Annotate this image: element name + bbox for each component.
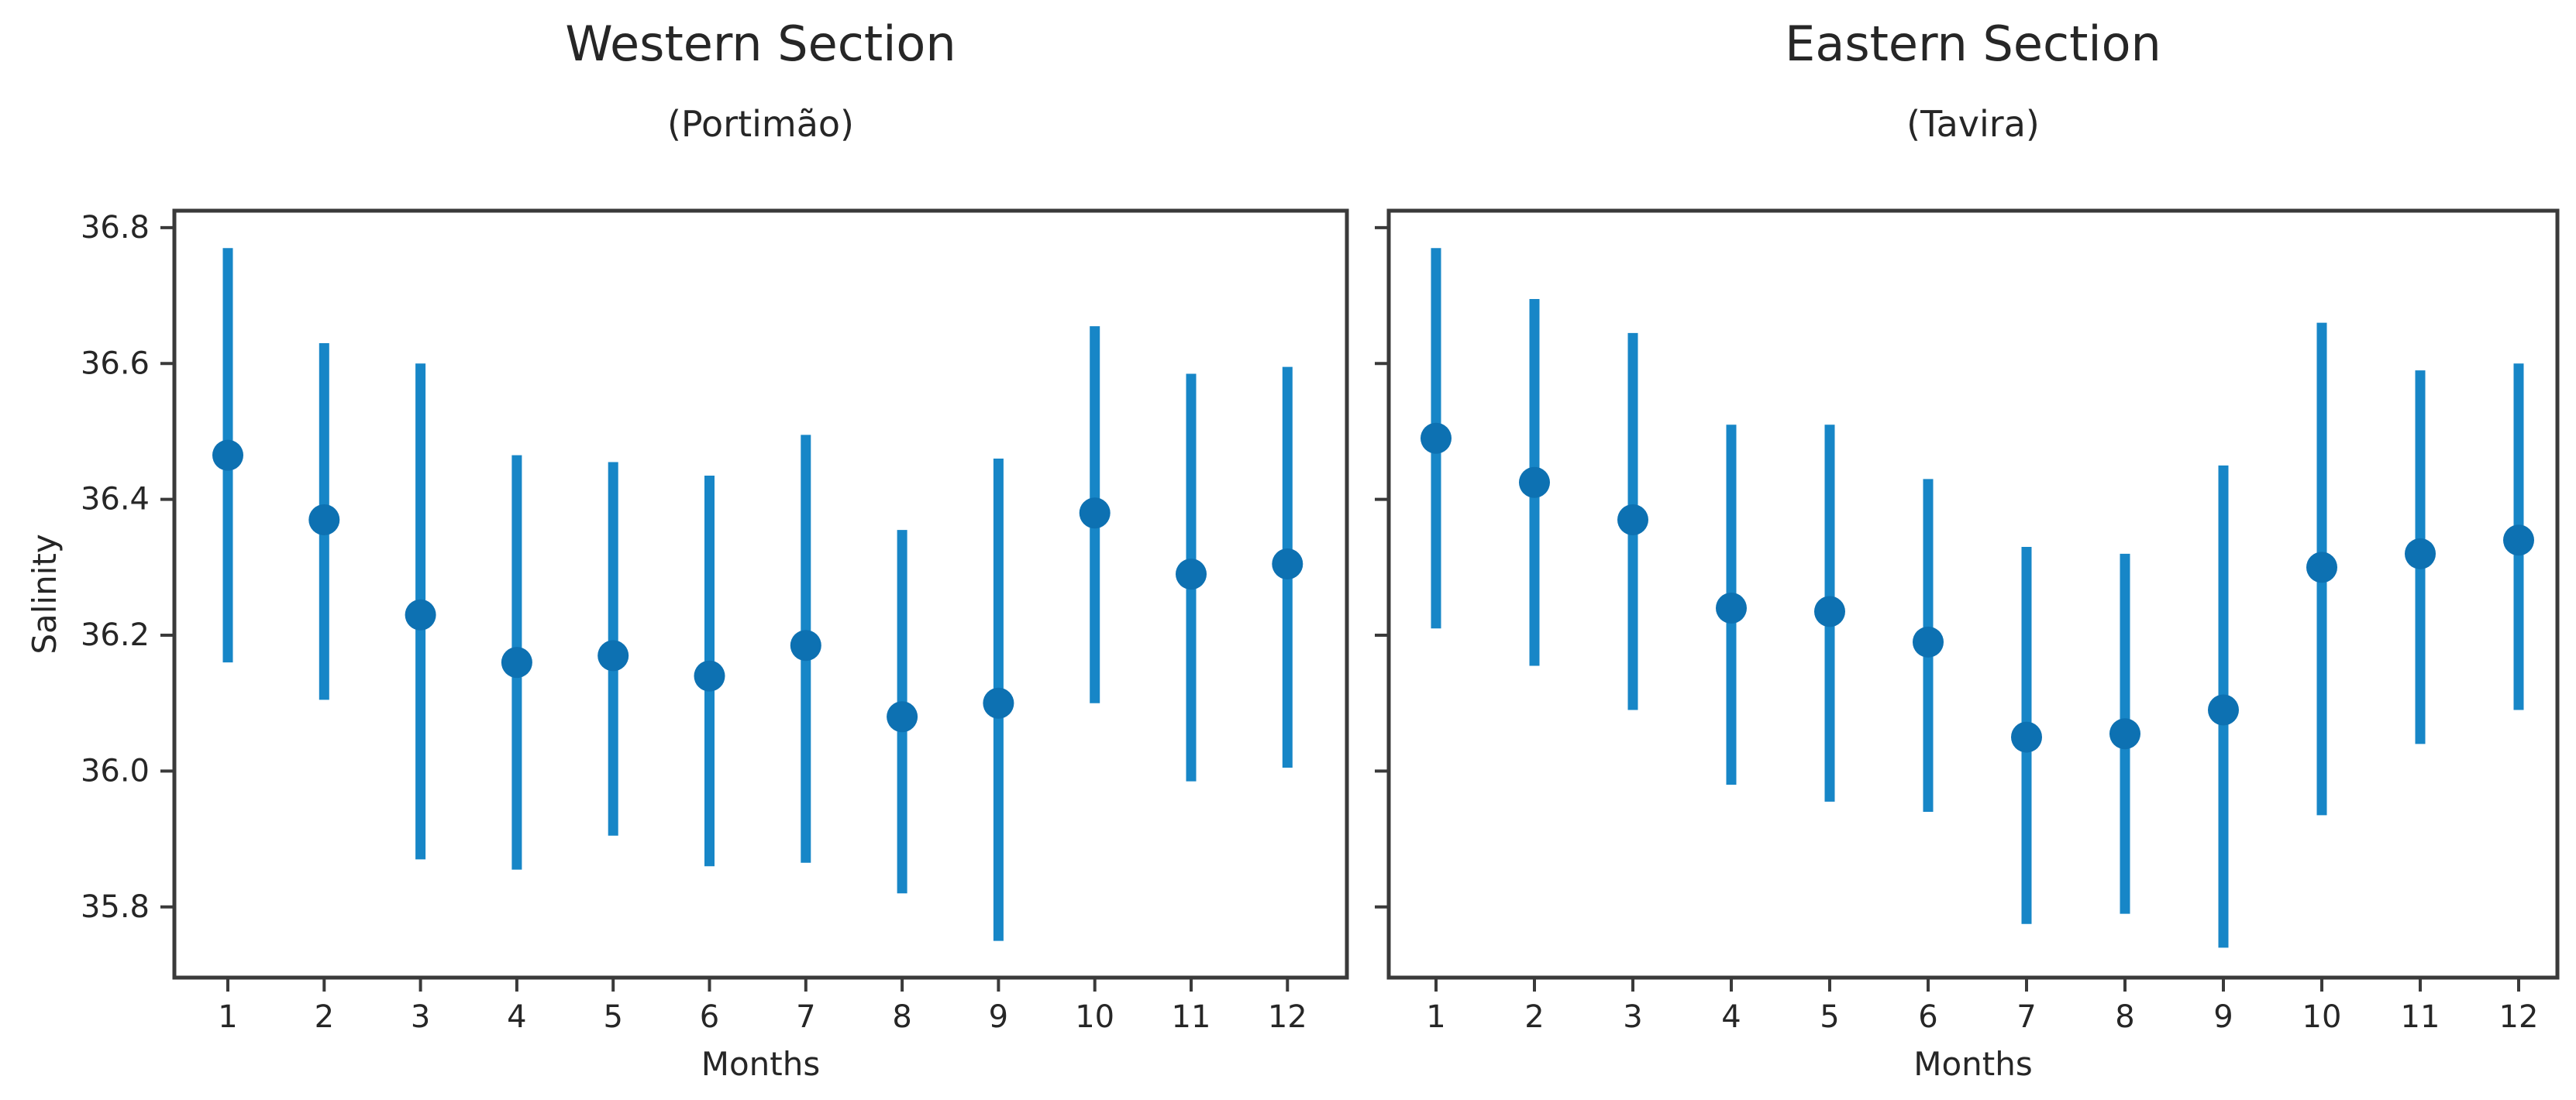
data-point-marker	[1716, 592, 1747, 624]
errorbar-month-3	[405, 363, 436, 860]
errorbar-month-7	[790, 435, 821, 863]
x-tick-label: 8	[2115, 999, 2134, 1035]
panel-title: Western Section	[565, 15, 956, 72]
data-point-marker	[598, 640, 629, 672]
data-point-marker	[1913, 626, 1944, 658]
x-axis-label: Months	[701, 1045, 821, 1083]
y-tick-label: 36.4	[81, 482, 150, 517]
panel-subtitle: (Portimão)	[667, 103, 854, 145]
errorbar-month-9	[2208, 465, 2239, 948]
data-point-marker	[790, 630, 821, 662]
errorbar-month-4	[501, 455, 532, 870]
plot-frame	[1386, 208, 2560, 980]
x-tick-label: 5	[1820, 999, 1839, 1035]
errorbar-month-1	[212, 248, 243, 663]
x-tick-label: 4	[507, 999, 526, 1035]
data-point-marker	[405, 599, 436, 631]
errorbar-month-12	[1272, 366, 1303, 768]
errorbar-month-8	[2109, 553, 2140, 914]
data-point-marker	[1617, 504, 1648, 535]
errorbar-month-2	[308, 342, 340, 700]
x-tick-label: 7	[2016, 999, 2036, 1035]
errorbar-month-10	[1079, 326, 1111, 703]
data-point-marker	[1814, 596, 1845, 627]
x-tick-label: 10	[2302, 999, 2342, 1035]
panel-west: Western Section (Portimão) 35.8 36.0 36.2 36.…	[26, 15, 1349, 1083]
x-tick-label: 9	[989, 999, 1008, 1035]
x-tick-label: 5	[603, 999, 622, 1035]
data-point-marker	[2208, 694, 2239, 726]
data-point-marker	[2109, 718, 2140, 750]
errorbar-month-1	[1421, 248, 1452, 629]
plot-frame	[172, 208, 1349, 980]
x-tick-label: 2	[315, 999, 334, 1035]
data-point-marker	[212, 439, 243, 471]
data-point-marker	[501, 647, 532, 679]
errorbar-month-6	[694, 475, 725, 867]
data-point-marker	[983, 687, 1014, 719]
errorbar-month-8	[887, 530, 918, 894]
x-axis-label: Months	[1913, 1045, 2033, 1083]
data-point-marker	[1176, 559, 1207, 590]
data-point-marker	[694, 660, 725, 692]
x-tick-label: 4	[1721, 999, 1741, 1035]
y-tick-label: 36.2	[81, 617, 150, 653]
y-tick-label: 36.6	[81, 345, 150, 381]
errorbar-month-12	[2503, 363, 2534, 710]
x-tick-label: 1	[218, 999, 237, 1035]
data-point-marker	[887, 701, 918, 733]
errorbar-month-9	[983, 459, 1014, 941]
data-point-marker	[2011, 721, 2042, 753]
x-tick-label: 8	[892, 999, 911, 1035]
data-point-marker	[1272, 548, 1303, 579]
x-tick-label: 2	[1524, 999, 1544, 1035]
data-point-marker	[308, 504, 340, 535]
errorbar-month-5	[1814, 425, 1845, 802]
data-point-marker	[1421, 422, 1452, 454]
x-tick-label: 7	[796, 999, 815, 1035]
x-tick-label: 11	[1172, 999, 1211, 1035]
x-tick-label: 11	[2401, 999, 2440, 1035]
panel-title: Eastern Section	[1785, 15, 2161, 72]
data-point-marker	[1519, 466, 1550, 498]
errorbar-month-2	[1519, 298, 1550, 666]
x-tick-label: 3	[411, 999, 430, 1035]
y-tick-label: 35.8	[81, 889, 150, 925]
x-tick-label: 9	[2213, 999, 2233, 1035]
x-tick-label: 12	[2499, 999, 2539, 1035]
x-tick-label: 3	[1623, 999, 1642, 1035]
y-tick-label: 36.0	[81, 753, 150, 789]
panel-subtitle: (Tavira)	[1906, 103, 2040, 145]
data-point-marker	[2306, 552, 2337, 583]
data-point-marker	[2503, 524, 2534, 556]
y-tick-label: 36.8	[81, 210, 150, 246]
data-point-marker	[2405, 538, 2436, 569]
panel-east: Eastern Section(Tavira)1 2 3 4 5 6 7 8 9 10 11 12Mo…	[1375, 15, 2560, 1083]
errorbar-month-4	[1716, 425, 1747, 785]
errorbar-month-3	[1617, 332, 1648, 710]
x-tick-label: 6	[700, 999, 719, 1035]
errorbar-month-7	[2011, 547, 2042, 924]
errorbar-month-11	[1176, 373, 1207, 782]
errorbar-month-6	[1913, 479, 1944, 813]
y-axis-label: Salinity	[26, 534, 64, 654]
x-tick-label: 12	[1268, 999, 1307, 1035]
errorbar-month-11	[2405, 370, 2436, 744]
x-tick-label: 1	[1426, 999, 1445, 1035]
x-tick-label: 6	[1918, 999, 1937, 1035]
x-tick-label: 10	[1075, 999, 1114, 1035]
data-point-marker	[1079, 497, 1111, 529]
errorbar-month-10	[2306, 322, 2337, 816]
errorbar-month-5	[598, 462, 629, 836]
